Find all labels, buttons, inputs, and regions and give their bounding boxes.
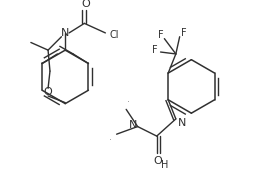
Text: O: O [153,156,162,166]
Text: F: F [152,45,158,55]
Text: O: O [81,0,90,9]
Text: N: N [129,120,137,130]
Text: O: O [44,87,52,97]
Text: N: N [61,28,69,38]
Text: M: M [127,101,129,102]
Text: F: F [181,28,186,38]
Text: M: M [110,139,112,140]
Text: N: N [177,118,186,128]
Text: Cl: Cl [109,30,119,40]
Text: H: H [161,160,168,170]
Text: F: F [158,30,163,40]
